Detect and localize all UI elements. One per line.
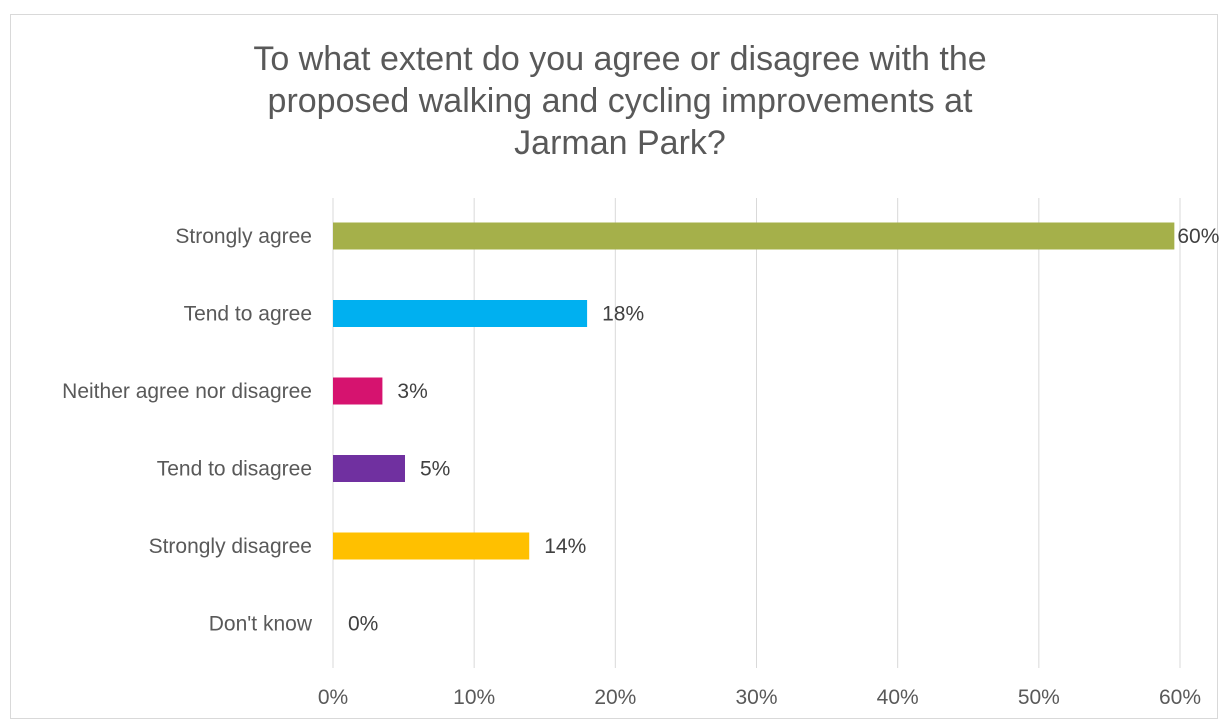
x-tick-label: 50% <box>1018 686 1060 709</box>
category-label: Don't know <box>209 613 313 636</box>
category-label: Strongly agree <box>175 225 312 248</box>
data-label: 0% <box>348 613 378 636</box>
chart-title-line-2: proposed walking and cycling improvement… <box>267 82 973 120</box>
data-label: 3% <box>397 380 427 403</box>
chart-title: To what extent do you agree or disagree … <box>0 38 1221 164</box>
data-label: 18% <box>602 303 644 326</box>
x-tick-label: 40% <box>877 686 919 709</box>
category-label: Strongly disagree <box>149 535 312 558</box>
bar <box>333 455 405 482</box>
chart-title-line-3: Jarman Park? <box>514 124 726 162</box>
chart-title-line-1: To what extent do you agree or disagree … <box>253 40 987 78</box>
data-label: 60% <box>1177 225 1219 248</box>
bar <box>333 222 1175 250</box>
bar <box>333 377 383 405</box>
category-label: Tend to agree <box>184 303 312 326</box>
chart-frame <box>10 14 1218 719</box>
x-tick-label: 20% <box>594 686 636 709</box>
x-tick-label: 60% <box>1159 686 1201 709</box>
data-label: 14% <box>544 535 586 558</box>
x-tick-label: 10% <box>453 686 495 709</box>
x-tick-label: 30% <box>735 686 777 709</box>
data-label: 5% <box>420 458 450 481</box>
x-tick-label: 0% <box>318 686 348 709</box>
bar <box>333 300 588 327</box>
category-label: Neither agree nor disagree <box>62 380 312 403</box>
bar <box>333 532 530 560</box>
category-label: Tend to disagree <box>157 458 312 481</box>
